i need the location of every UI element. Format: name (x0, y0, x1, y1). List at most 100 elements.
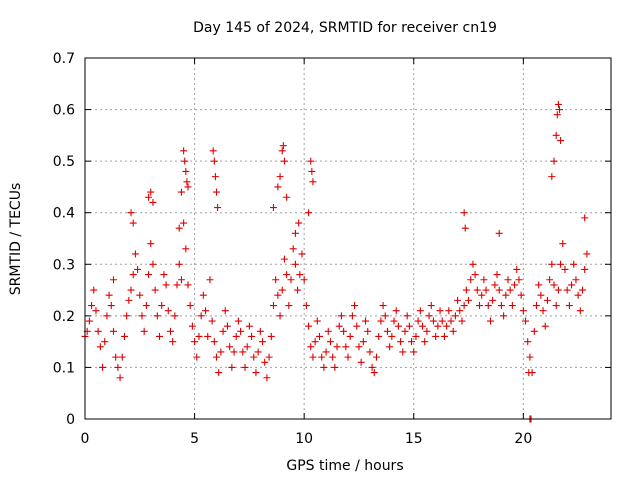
data-point (541, 322, 549, 330)
data-point (440, 332, 448, 340)
y-tick-label: 0.7 (53, 51, 75, 67)
data-point (554, 286, 562, 294)
y-tick-label: 0.1 (53, 360, 75, 376)
data-point (156, 332, 164, 340)
data-point (443, 322, 451, 330)
data-point (554, 100, 562, 108)
data-point (243, 343, 251, 351)
data-point (359, 338, 367, 346)
data-point (230, 348, 238, 356)
data-point (210, 338, 218, 346)
data-point (226, 343, 234, 351)
data-point (197, 312, 205, 320)
plot-frame (84, 57, 612, 420)
data-point (565, 302, 573, 310)
data-point (285, 302, 293, 310)
data-point (263, 374, 271, 382)
data-point (127, 209, 135, 217)
data-point (188, 322, 196, 330)
data-point (465, 296, 473, 304)
data-point (160, 271, 168, 279)
data-point (399, 348, 407, 356)
data-point (484, 302, 492, 310)
data-point (181, 157, 189, 165)
data-point (279, 142, 287, 150)
data-point (208, 317, 216, 325)
data-point (158, 302, 166, 310)
data-point (267, 332, 275, 340)
data-point (308, 167, 316, 175)
data-point (486, 317, 494, 325)
x-tick-label: 15 (405, 431, 423, 447)
data-point (204, 332, 212, 340)
data-point (508, 302, 516, 310)
y-tick-label: 0.6 (53, 103, 75, 119)
data-point (199, 291, 207, 299)
data-point (506, 286, 514, 294)
data-point (576, 307, 584, 315)
data-point (394, 322, 402, 330)
data-point (386, 343, 394, 351)
data-point (274, 183, 282, 191)
data-point (261, 358, 269, 366)
data-point (322, 348, 330, 356)
data-point (388, 332, 396, 340)
data-point (92, 307, 100, 315)
data-point (153, 312, 161, 320)
data-point (410, 348, 418, 356)
data-point (129, 219, 137, 227)
data-point (451, 312, 459, 320)
data-point (175, 260, 183, 268)
data-point (489, 296, 497, 304)
data-point (524, 338, 532, 346)
data-point (234, 317, 242, 325)
data-point (419, 322, 427, 330)
axis-ticks (84, 57, 611, 420)
data-point (182, 167, 190, 175)
data-point (346, 332, 354, 340)
data-point (351, 302, 359, 310)
data-point (239, 348, 247, 356)
data-point (241, 363, 249, 371)
data-point (278, 147, 286, 155)
data-point (109, 327, 117, 335)
data-point (423, 327, 431, 335)
data-point (149, 198, 157, 206)
data-point (550, 157, 558, 165)
data-point (557, 137, 565, 145)
data-point (583, 250, 591, 258)
data-point (511, 281, 519, 289)
data-point (259, 338, 267, 346)
data-point (182, 245, 190, 253)
data-point (180, 147, 188, 155)
data-point (429, 317, 437, 325)
data-point (476, 302, 483, 310)
x-tick-labels: 0 5 10 15 20 (81, 431, 533, 447)
data-point (553, 111, 561, 119)
data-point (366, 348, 374, 356)
data-point (147, 240, 155, 248)
data-point (164, 307, 172, 315)
data-point (248, 332, 256, 340)
data-point (462, 286, 470, 294)
data-point (296, 271, 304, 279)
data-point (495, 286, 503, 294)
data-point (469, 260, 477, 268)
data-point (300, 276, 308, 284)
data-point (467, 276, 475, 284)
data-point (405, 322, 413, 330)
data-point (142, 302, 150, 310)
data-point (283, 271, 291, 279)
data-point (331, 363, 339, 371)
data-point (295, 219, 303, 227)
data-point (291, 229, 299, 237)
data-point (209, 147, 217, 155)
data-point (460, 209, 468, 217)
data-point (202, 307, 210, 315)
data-point (210, 157, 218, 165)
data-points (81, 100, 591, 423)
chart-title: Day 145 of 2024, SRMTID for receiver cn1… (193, 20, 497, 36)
data-point (278, 286, 286, 294)
data-point (333, 343, 341, 351)
data-point (305, 322, 313, 330)
